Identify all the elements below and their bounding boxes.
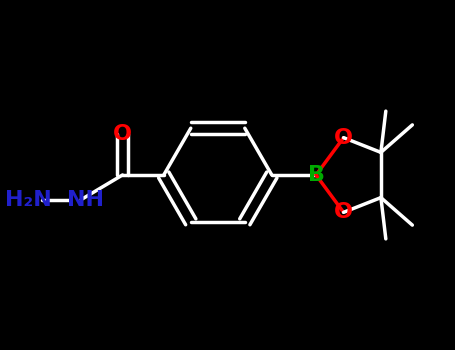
Text: B: B	[308, 165, 324, 185]
Text: O: O	[113, 124, 132, 144]
Text: NH: NH	[66, 190, 104, 210]
Text: O: O	[334, 128, 353, 148]
Text: O: O	[334, 202, 353, 222]
Text: H₂N: H₂N	[5, 190, 51, 210]
